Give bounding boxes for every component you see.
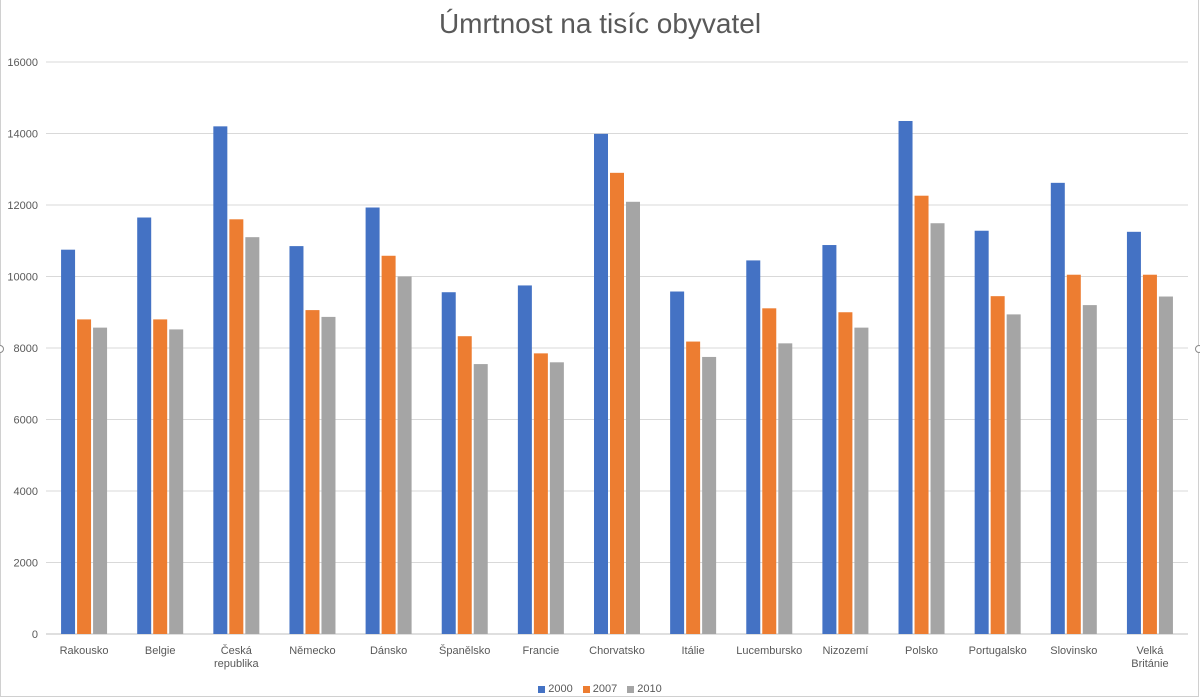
bar-2000[interactable]: [746, 260, 761, 634]
x-tick-label: Slovinsko: [1050, 645, 1097, 657]
legend: 2000 2007 2010: [0, 683, 1200, 695]
bar-2000[interactable]: [1126, 231, 1141, 634]
bar-2007[interactable]: [914, 195, 929, 634]
y-tick-label: 0: [32, 629, 38, 641]
bar-2007[interactable]: [77, 319, 92, 634]
bar-2007[interactable]: [990, 296, 1005, 634]
y-tick-label: 4000: [14, 486, 38, 498]
bar-2000[interactable]: [213, 126, 228, 634]
legend-item-2000[interactable]: 2000: [538, 683, 573, 695]
bar-2007[interactable]: [533, 353, 548, 634]
legend-swatch: [627, 685, 635, 693]
bar-2010[interactable]: [1158, 296, 1173, 634]
bar-2007[interactable]: [229, 219, 244, 635]
bar-2010[interactable]: [1006, 314, 1021, 634]
bar-2007[interactable]: [305, 310, 320, 634]
bar-2000[interactable]: [974, 230, 989, 635]
x-tick-label: Dánsko: [370, 645, 407, 657]
legend-label: 2010: [637, 683, 662, 695]
y-tick-label: 6000: [14, 415, 38, 427]
y-tick-label: 10000: [7, 272, 38, 284]
x-tick-label: Portugalsko: [969, 645, 1027, 657]
bar-2000[interactable]: [441, 292, 456, 634]
x-tick-label: Itálie: [682, 645, 705, 657]
bar-2010[interactable]: [169, 329, 184, 634]
bar-2010[interactable]: [702, 356, 717, 634]
bar-2010[interactable]: [930, 223, 945, 635]
bar-2007[interactable]: [1066, 274, 1081, 634]
bar-2000[interactable]: [898, 120, 913, 635]
x-tick-label: Španělsko: [439, 644, 490, 657]
x-tick-label: Rakousko: [60, 645, 109, 657]
bar-2010[interactable]: [626, 201, 640, 634]
bar-2010[interactable]: [93, 327, 108, 634]
bar-2000[interactable]: [365, 207, 380, 634]
right-resize-handle[interactable]: [1195, 345, 1200, 353]
bar-2000[interactable]: [670, 291, 685, 634]
bar-2010[interactable]: [549, 362, 564, 634]
y-axis-ticks: 0 2000 4000 6000 8000 10000 12000 14000 16000: [7, 57, 38, 641]
bars: [61, 120, 1173, 635]
legend-label: 2000: [548, 683, 573, 695]
bar-2007[interactable]: [762, 308, 777, 634]
bar-2000[interactable]: [289, 246, 304, 635]
bar-2010[interactable]: [397, 276, 412, 635]
bar-2000[interactable]: [822, 245, 837, 635]
x-tick-label: Česká republika: [214, 644, 260, 670]
y-tick-label: 16000: [7, 57, 38, 69]
bar-2010[interactable]: [245, 237, 260, 635]
bar-2000[interactable]: [594, 133, 608, 635]
x-axis-ticks: Rakousko Belgie Česká republika Německo Dánsk…: [60, 644, 1169, 670]
x-tick-label: Polsko: [905, 645, 938, 657]
x-tick-label: Nizozemí: [822, 645, 868, 657]
bar-2010[interactable]: [778, 343, 793, 634]
legend-label: 2007: [592, 683, 618, 695]
y-tick-label: 8000: [14, 343, 38, 355]
bar-2007[interactable]: [381, 255, 396, 634]
y-tick-label: 12000: [7, 200, 38, 212]
bar-2010[interactable]: [321, 316, 336, 634]
x-tick-label: Chorvatsko: [589, 645, 645, 657]
x-tick-label: Francie: [523, 645, 560, 657]
legend-swatch: [538, 685, 546, 693]
x-tick-label: Belgie: [145, 645, 176, 657]
bar-2010[interactable]: [854, 327, 869, 634]
chart-title: Úmrtnost na tisíc obyvatel: [438, 8, 762, 39]
bar-2007[interactable]: [838, 312, 853, 634]
bar-2007[interactable]: [457, 336, 472, 634]
x-tick-label: Lucembursko: [736, 645, 802, 657]
legend-item-2010[interactable]: 2010: [627, 683, 662, 695]
bar-2000[interactable]: [137, 217, 152, 634]
bar-2007[interactable]: [1142, 274, 1157, 634]
bar-2000[interactable]: [517, 285, 532, 634]
bar-2010[interactable]: [473, 364, 488, 634]
y-tick-label: 2000: [14, 558, 38, 570]
bar-2000[interactable]: [1050, 182, 1065, 634]
bar-2007[interactable]: [153, 319, 168, 634]
bar-2000[interactable]: [61, 249, 76, 634]
legend-swatch: [582, 685, 590, 693]
y-tick-label: 14000: [7, 129, 38, 141]
legend-item-2007[interactable]: 2007: [582, 683, 618, 695]
bar-2010[interactable]: [1082, 305, 1097, 634]
bar-2007[interactable]: [686, 341, 701, 634]
bar-2007[interactable]: [610, 172, 624, 634]
x-tick-label: Velká Británie: [1131, 645, 1168, 670]
x-tick-label: Německo: [289, 645, 335, 657]
